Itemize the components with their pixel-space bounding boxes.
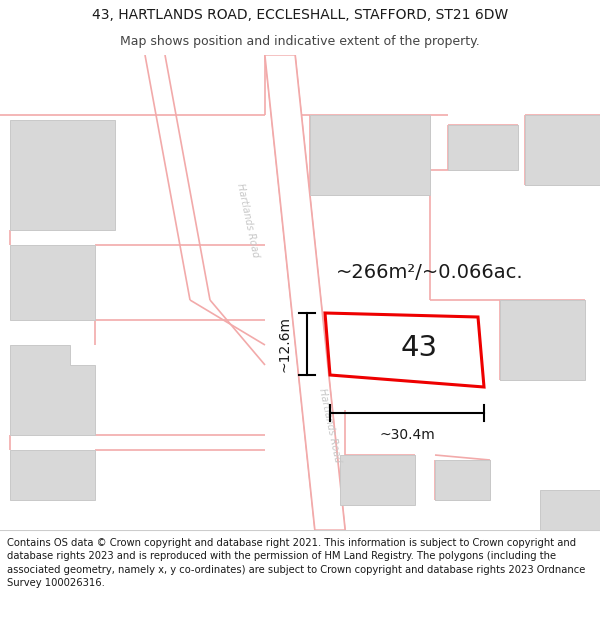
Polygon shape xyxy=(310,115,430,195)
Text: Map shows position and indicative extent of the property.: Map shows position and indicative extent… xyxy=(120,35,480,48)
Polygon shape xyxy=(435,460,490,500)
Text: ~12.6m: ~12.6m xyxy=(278,316,292,372)
Polygon shape xyxy=(10,450,95,500)
Text: Hartlands Road: Hartlands Road xyxy=(317,387,343,463)
Text: 43: 43 xyxy=(401,334,438,362)
Polygon shape xyxy=(540,490,600,530)
Polygon shape xyxy=(265,55,345,530)
Text: Hartlands Road: Hartlands Road xyxy=(235,182,261,258)
Text: ~30.4m: ~30.4m xyxy=(379,428,435,442)
Polygon shape xyxy=(340,455,415,505)
Polygon shape xyxy=(10,345,95,435)
Polygon shape xyxy=(500,300,585,380)
Text: Contains OS data © Crown copyright and database right 2021. This information is : Contains OS data © Crown copyright and d… xyxy=(7,538,586,588)
Text: 43, HARTLANDS ROAD, ECCLESHALL, STAFFORD, ST21 6DW: 43, HARTLANDS ROAD, ECCLESHALL, STAFFORD… xyxy=(92,8,508,22)
Polygon shape xyxy=(448,125,518,170)
Polygon shape xyxy=(525,115,600,185)
Polygon shape xyxy=(325,313,484,387)
Text: ~266m²/~0.066ac.: ~266m²/~0.066ac. xyxy=(336,264,524,282)
Polygon shape xyxy=(10,120,115,230)
Polygon shape xyxy=(10,245,95,320)
